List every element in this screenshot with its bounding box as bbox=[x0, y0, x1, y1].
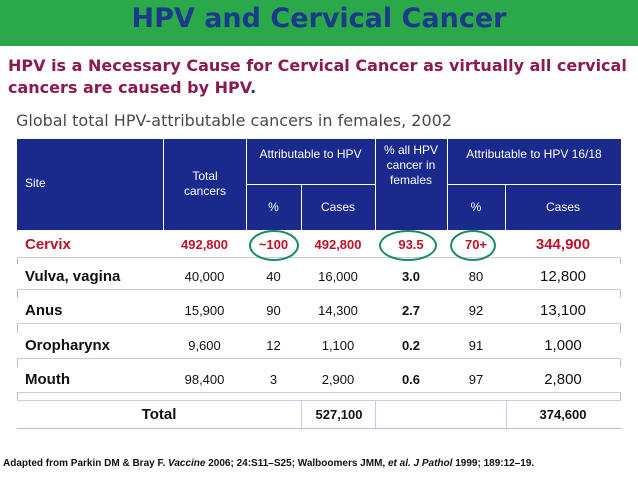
header-site: Site bbox=[25, 176, 46, 190]
table-caption: Global total HPV-attributable cancers in… bbox=[16, 111, 452, 130]
highlight-ring bbox=[249, 230, 299, 261]
cell-cases: 1,100 bbox=[321, 338, 355, 353]
subtitle: HPV is a Necessary Cause for Cervical Ca… bbox=[8, 55, 630, 99]
cell-total: 98,400 bbox=[184, 372, 225, 387]
table-row: Oropharynx 9,600 12 1,100 0.2 91 1,000 bbox=[17, 333, 621, 359]
cell-pct: 90 bbox=[266, 303, 281, 318]
cell-total-empty bbox=[375, 401, 507, 428]
citation-end: 1999; 189:12–19. bbox=[452, 458, 535, 469]
cell-pct-all: 2.7 bbox=[401, 303, 421, 318]
cell-cases: 492,800 bbox=[314, 237, 362, 252]
table-row: Anus 15,900 90 14,300 2.7 92 13,100 bbox=[17, 298, 621, 324]
cell-cases: 14,300 bbox=[318, 303, 358, 318]
header-divider bbox=[505, 184, 506, 230]
cell-pct-all: 3.0 bbox=[401, 269, 421, 284]
cell-total-label: Total bbox=[141, 406, 177, 423]
header-divider bbox=[301, 184, 302, 230]
header-subdivider bbox=[447, 184, 621, 185]
cell-site: Mouth bbox=[25, 371, 70, 388]
citation-journal: Vaccine bbox=[168, 458, 206, 469]
table-frame bbox=[17, 230, 621, 429]
header-pct-all-hpv: % all HPV cancer in females bbox=[383, 143, 439, 187]
header-pct-1618: % bbox=[470, 200, 482, 214]
header-attributable-1618: Attributable to HPV 16/18 bbox=[466, 147, 602, 161]
highlight-ring bbox=[379, 230, 437, 261]
table-row: Vulva, vagina 40,000 40 16,000 3.0 80 12… bbox=[17, 264, 621, 290]
page-title: HPV and Cervical Cancer bbox=[131, 3, 507, 34]
cell-site: Vulva, vagina bbox=[25, 268, 121, 285]
source-citation: Adapted from Parkin DM & Bray F. Vaccine… bbox=[3, 458, 534, 469]
cell-pct-all: 0.6 bbox=[401, 372, 421, 387]
header-attributable-hpv: Attributable to HPV bbox=[259, 147, 362, 161]
cell-site: Cervix bbox=[25, 236, 71, 253]
table-row: Cervix 492,800 ~100 492,800 93.5 70+ 344… bbox=[17, 232, 621, 258]
title-bar bbox=[0, 0, 638, 46]
header-divider bbox=[163, 139, 164, 230]
cell-pct-1618: 80 bbox=[468, 269, 484, 284]
cell-cases-1618: 13,100 bbox=[540, 302, 586, 319]
cell-total: 15,900 bbox=[184, 303, 225, 318]
citation-middle: 2006; 24:S11–S25; Walboomers JMM, bbox=[205, 458, 388, 469]
cell-pct-all: 0.2 bbox=[401, 338, 421, 353]
header-cases-1618: Cases bbox=[545, 200, 580, 214]
cell-pct-1618: 97 bbox=[468, 372, 484, 387]
cell-total: 9,600 bbox=[188, 338, 221, 353]
cell-pct: 40 bbox=[266, 269, 281, 284]
highlight-ring bbox=[450, 230, 496, 261]
table-total-row: Total 527,100 374,600 bbox=[17, 400, 621, 428]
header-cases: Cases bbox=[320, 200, 355, 214]
cell-cases-1618: 344,900 bbox=[535, 236, 591, 253]
cell-pct: 12 bbox=[266, 338, 281, 353]
subtitle-text: HPV is a Necessary Cause for Cervical Ca… bbox=[8, 56, 627, 97]
header-subdivider bbox=[246, 184, 375, 185]
subtitle-period: . bbox=[250, 78, 257, 97]
cell-cases: 16,000 bbox=[318, 269, 358, 284]
cell-cases: 2,900 bbox=[321, 372, 355, 387]
cell-cases-1618: 1,000 bbox=[544, 337, 582, 354]
header-total-cancers: Total cancers bbox=[183, 169, 227, 198]
cell-pct: 3 bbox=[269, 372, 278, 387]
cell-total: 492,800 bbox=[181, 237, 228, 252]
citation-etal: et al. J Pathol bbox=[387, 458, 453, 469]
cell-total: 40,000 bbox=[184, 269, 225, 284]
header-divider bbox=[375, 139, 376, 230]
citation-prefix: Adapted from Parkin DM & Bray F. bbox=[3, 458, 169, 469]
cell-pct-1618: 92 bbox=[468, 303, 484, 318]
cell-total-cases-1618: 374,600 bbox=[539, 407, 587, 422]
cell-total-cases: 527,100 bbox=[301, 401, 376, 428]
cell-pct-1618: 91 bbox=[468, 338, 484, 353]
cell-site: Oropharynx bbox=[25, 337, 111, 354]
table-row: Mouth 98,400 3 2,900 0.6 97 2,800 bbox=[17, 367, 621, 393]
cell-site: Anus bbox=[25, 302, 63, 319]
cell-cases-1618: 2,800 bbox=[544, 371, 582, 388]
cell-cases-1618: 12,800 bbox=[540, 268, 586, 285]
header-pct: % bbox=[268, 200, 279, 214]
